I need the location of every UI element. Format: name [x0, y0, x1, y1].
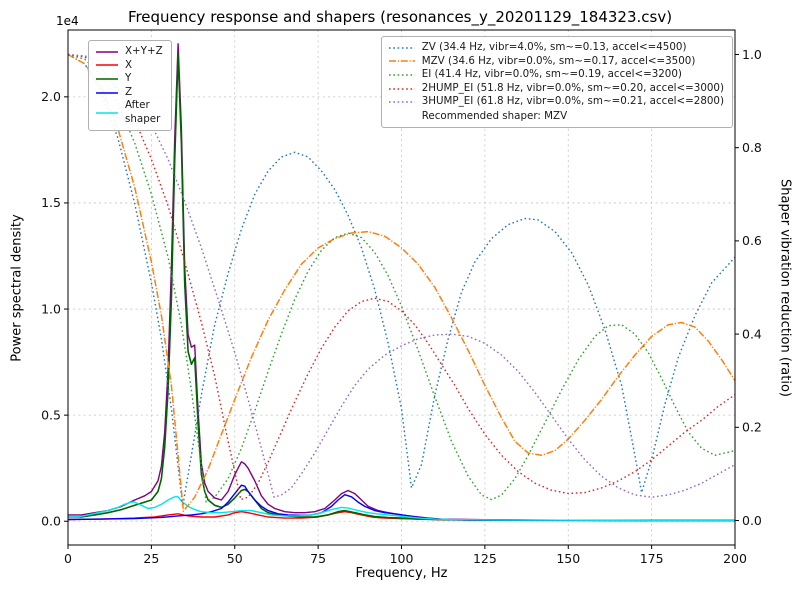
y-right-tick-label: 0.2 [742, 420, 762, 435]
y-left-tick-label: 0.0 [41, 514, 61, 529]
y-axis-offset-text: 1e4 [56, 14, 79, 28]
legend-item-label: After shaper [125, 99, 161, 125]
legend-line-sample [388, 87, 415, 90]
legend-item-label: X+Y+Z [125, 45, 163, 57]
y-right-tick-label: 0.6 [742, 233, 762, 248]
x-axis-label: Frequency, Hz [355, 566, 448, 581]
y-right-tick-label: 1.0 [742, 47, 762, 62]
legend-line-sample [96, 91, 118, 94]
y-right-tick-label: 0.4 [742, 326, 762, 341]
legend-item: 3HUMP_EI (61.8 Hz, vibr=0.0%, sm~=0.21, … [388, 95, 724, 109]
legend-line-sample [388, 101, 415, 103]
legend-item: After shaper [95, 99, 163, 126]
series-ei [67, 53, 736, 503]
x-tick-label: 175 [640, 551, 664, 566]
x-tick-label: 75 [310, 551, 326, 566]
legend-item: X [95, 59, 163, 73]
legend-item-label: EI (41.4 Hz, vibr=0.0%, sm~=0.19, accel<… [421, 68, 682, 81]
legend-line-sample [96, 78, 118, 80]
y-right-tick-label: 0.0 [742, 513, 762, 528]
legend-line-sample [388, 60, 415, 63]
shaper-legend-rows: ZV (34.4 Hz, vibr=4.0%, sm~=0.13, accel<… [388, 41, 724, 109]
legend-item: Z [95, 86, 163, 100]
legend-item-label: MZV (34.6 Hz, vibr=0.0%, sm~=0.17, accel… [421, 54, 696, 67]
series-3hump_ei [67, 53, 736, 498]
legend-line-sample [388, 47, 415, 49]
series-2hump_ei [67, 53, 736, 501]
x-tick-label: 200 [723, 551, 747, 566]
chart-title: Frequency response and shapers (resonanc… [127, 8, 673, 26]
x-tick-label: 25 [143, 551, 159, 566]
series-y [68, 53, 735, 522]
legend-line-sample [96, 64, 118, 67]
shaper-legend: ZV (34.4 Hz, vibr=4.0%, sm~=0.13, accel<… [380, 36, 733, 129]
legend-item: EI (41.4 Hz, vibr=0.0%, sm~=0.19, accel<… [388, 68, 724, 82]
y-right-tick-label: 0.8 [742, 140, 762, 155]
x-tick-label: 0 [64, 551, 72, 566]
y-right-axis-label: Shaper vibration reduction (ratio) [777, 179, 793, 397]
x-tick-label: 150 [556, 551, 580, 566]
series-after_shaper [68, 496, 735, 522]
y-left-axis-label: Power spectral density [9, 214, 25, 362]
legend-item: Y [95, 72, 163, 86]
legend-item-label: ZV (34.4 Hz, vibr=4.0%, sm~=0.13, accel<… [421, 41, 687, 53]
y-left-tick-label: 0.5 [41, 407, 61, 422]
x-tick-label: 100 [390, 551, 414, 566]
psd-legend: X+Y+Z X Y Z After shaper [88, 40, 172, 132]
series-mzv [67, 53, 736, 512]
legend-item-label: Y [125, 72, 132, 85]
legend-line-sample [96, 51, 118, 53]
legend-line-sample [96, 112, 118, 114]
legend-line-sample [388, 74, 415, 76]
legend-item: ZV (34.4 Hz, vibr=4.0%, sm~=0.13, accel<… [388, 41, 724, 55]
legend-item-label: X [125, 58, 133, 71]
series-zv [67, 53, 736, 508]
recommended-shaper-note: Recommended shaper: MZV [421, 109, 568, 122]
y-left-tick-label: 1.0 [41, 301, 61, 316]
legend-item-label: Z [125, 85, 133, 98]
legend-item-label: 2HUMP_EI (51.8 Hz, vibr=0.0%, sm~=0.20, … [421, 81, 724, 94]
y-left-tick-label: 2.0 [41, 89, 61, 104]
legend-item: MZV (34.6 Hz, vibr=0.0%, sm~=0.17, accel… [388, 55, 724, 69]
x-tick-label: 50 [227, 551, 243, 566]
y-left-tick-label: 1.5 [41, 195, 61, 210]
legend-item: 2HUMP_EI (51.8 Hz, vibr=0.0%, sm~=0.20, … [388, 82, 724, 96]
legend-item-label: 3HUMP_EI (61.8 Hz, vibr=0.0%, sm~=0.21, … [421, 95, 724, 108]
legend-item: X+Y+Z [95, 45, 163, 59]
x-tick-label: 125 [473, 551, 497, 566]
